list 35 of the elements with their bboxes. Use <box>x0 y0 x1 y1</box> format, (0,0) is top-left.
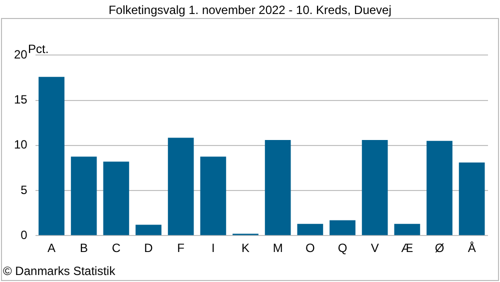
bar <box>297 224 324 236</box>
bar <box>394 224 420 236</box>
bar <box>264 140 291 236</box>
text: © Danmarks Statistik <box>3 264 116 278</box>
x-tick-label: F <box>177 241 185 256</box>
y-axis-title: Pct. <box>28 42 49 56</box>
bar <box>70 156 97 236</box>
x-tick-label: C <box>112 241 121 256</box>
x-tick-label: M <box>272 241 283 256</box>
x-tick-label: B <box>80 241 88 256</box>
bar <box>426 140 452 236</box>
x-tick-label: K <box>242 241 250 256</box>
y-tick-label: 0 <box>20 228 28 242</box>
y-tick-label: 5 <box>20 182 28 197</box>
bar <box>103 162 130 236</box>
bar <box>200 156 226 236</box>
chart-title: Folketingsvalg 1. november 2022 - 10. Kreds, Duevej <box>108 3 392 17</box>
bar <box>38 76 64 236</box>
x-tick-label: Ø <box>434 241 444 256</box>
x-tick-label: I <box>212 241 215 256</box>
bar <box>362 140 388 236</box>
x-tick-label: Å <box>468 241 476 256</box>
y-tick-label: 10 <box>14 138 28 152</box>
y-tick-label: 20 <box>14 48 28 62</box>
bar <box>136 224 162 236</box>
x-tick-label: V <box>370 241 379 256</box>
bar <box>168 138 194 236</box>
x-tick-label: A <box>48 241 56 256</box>
bar <box>458 162 485 236</box>
y-tick-label: 15 <box>14 92 28 107</box>
x-tick-label: Q <box>338 241 348 256</box>
x-tick-label: Æ <box>401 241 414 256</box>
x-tick-label: O <box>306 241 315 256</box>
x-tick-label: D <box>144 241 154 256</box>
bar <box>330 220 356 236</box>
